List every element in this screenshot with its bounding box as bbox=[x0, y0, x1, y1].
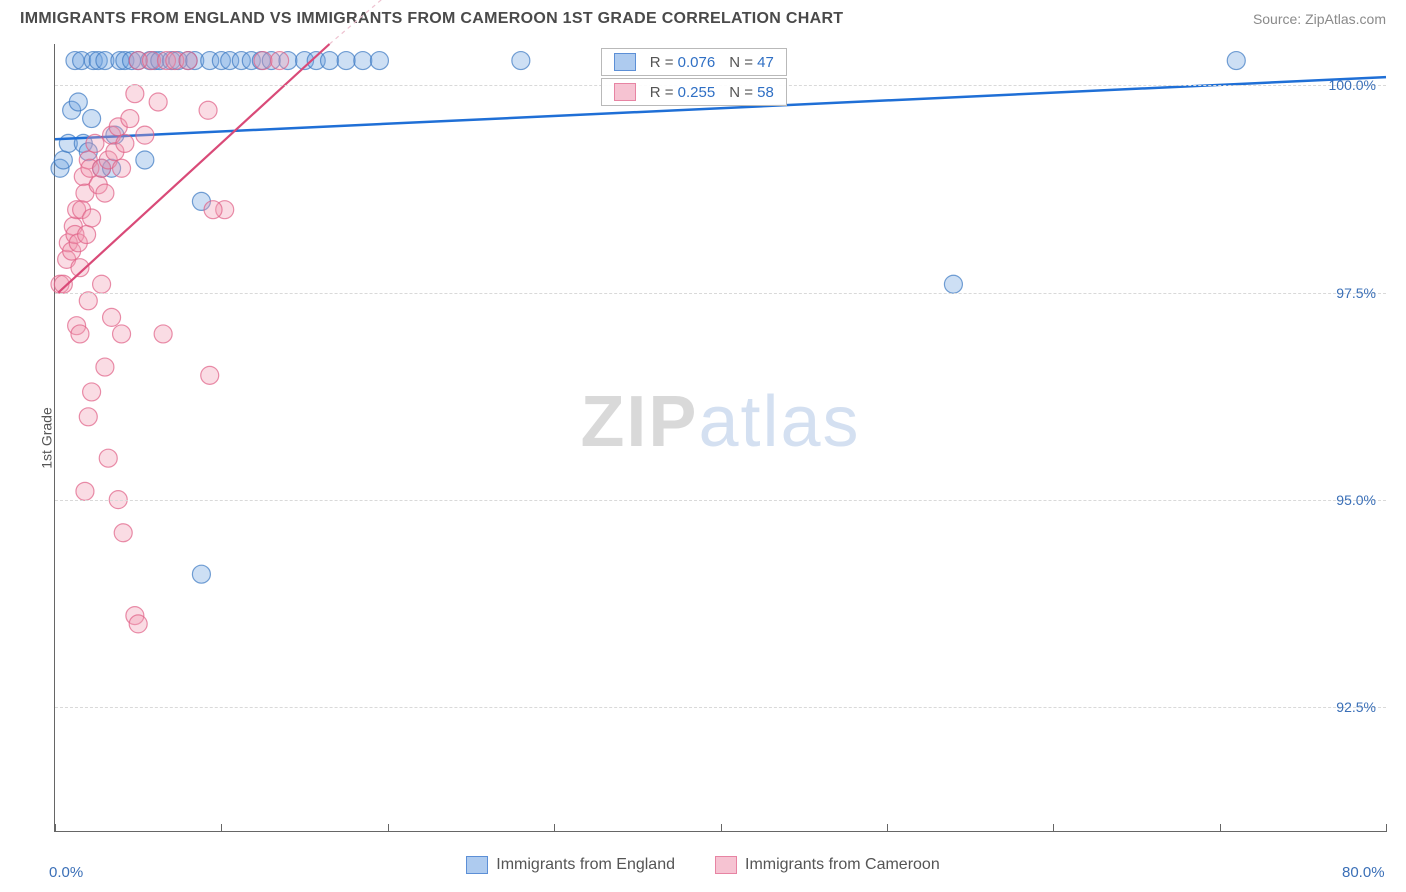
x-tick bbox=[887, 824, 888, 832]
data-point bbox=[201, 366, 219, 384]
data-point bbox=[79, 408, 97, 426]
data-point bbox=[271, 52, 289, 70]
legend-swatch bbox=[614, 53, 636, 71]
data-point bbox=[192, 565, 210, 583]
data-point bbox=[54, 275, 72, 293]
data-point bbox=[99, 449, 117, 467]
gridline-h bbox=[55, 500, 1386, 501]
data-point bbox=[83, 110, 101, 128]
x-tick bbox=[388, 824, 389, 832]
x-tick bbox=[554, 824, 555, 832]
plot-area: ZIPatlas 100.0%97.5%95.0%92.5%0.0%80.0%R… bbox=[54, 44, 1386, 832]
legend-item: Immigrants from Cameroon bbox=[715, 856, 940, 874]
legend-swatch bbox=[466, 856, 488, 874]
data-point bbox=[321, 52, 339, 70]
data-point bbox=[126, 85, 144, 103]
data-point bbox=[337, 52, 355, 70]
data-point bbox=[204, 201, 222, 219]
x-tick bbox=[221, 824, 222, 832]
y-tick-label: 92.5% bbox=[1336, 699, 1376, 715]
data-point bbox=[83, 383, 101, 401]
legend-item: Immigrants from England bbox=[466, 856, 675, 874]
legend-swatch bbox=[614, 83, 636, 101]
y-tick-label: 97.5% bbox=[1336, 285, 1376, 301]
data-point bbox=[944, 275, 962, 293]
gridline-h bbox=[55, 293, 1386, 294]
data-point bbox=[1227, 52, 1245, 70]
data-point bbox=[96, 358, 114, 376]
stat-r: R = 0.255 bbox=[650, 84, 715, 101]
data-point bbox=[149, 93, 167, 111]
source-attribution: Source: ZipAtlas.com bbox=[1253, 11, 1386, 27]
data-point bbox=[78, 226, 96, 244]
data-point bbox=[121, 110, 139, 128]
data-point bbox=[254, 52, 272, 70]
stat-n: N = 47 bbox=[729, 54, 774, 71]
data-point bbox=[354, 52, 372, 70]
stats-box: R = 0.076 N = 47 bbox=[601, 48, 787, 76]
data-point bbox=[129, 615, 147, 633]
data-point bbox=[71, 325, 89, 343]
data-point bbox=[103, 308, 121, 326]
stat-n: N = 58 bbox=[729, 84, 774, 101]
data-point bbox=[54, 151, 72, 169]
data-point bbox=[69, 93, 87, 111]
legend-label: Immigrants from England bbox=[496, 856, 675, 874]
x-tick bbox=[1386, 824, 1387, 832]
plot-svg bbox=[55, 44, 1386, 831]
data-point bbox=[512, 52, 530, 70]
stats-box: R = 0.255 N = 58 bbox=[601, 78, 787, 106]
data-point bbox=[93, 275, 111, 293]
data-point bbox=[114, 524, 132, 542]
data-point bbox=[199, 101, 217, 119]
data-point bbox=[113, 325, 131, 343]
data-point bbox=[86, 134, 104, 152]
chart-container: 1st Grade ZIPatlas 100.0%97.5%95.0%92.5%… bbox=[40, 44, 1386, 832]
x-tick bbox=[1220, 824, 1221, 832]
data-point bbox=[179, 52, 197, 70]
y-axis-label: 1st Grade bbox=[39, 407, 55, 468]
legend-swatch bbox=[715, 856, 737, 874]
x-tick bbox=[55, 824, 56, 832]
data-point bbox=[116, 134, 134, 152]
stat-r: R = 0.076 bbox=[650, 54, 715, 71]
data-point bbox=[83, 209, 101, 227]
data-point bbox=[113, 159, 131, 177]
data-point bbox=[370, 52, 388, 70]
data-point bbox=[154, 325, 172, 343]
gridline-h bbox=[55, 707, 1386, 708]
data-point bbox=[79, 292, 97, 310]
x-tick bbox=[721, 824, 722, 832]
bottom-legend: Immigrants from England Immigrants from C… bbox=[0, 856, 1406, 874]
data-point bbox=[96, 184, 114, 202]
data-point bbox=[136, 151, 154, 169]
x-tick bbox=[1053, 824, 1054, 832]
chart-title: IMMIGRANTS FROM ENGLAND VS IMMIGRANTS FR… bbox=[20, 10, 843, 28]
data-point bbox=[76, 482, 94, 500]
data-point bbox=[136, 126, 154, 144]
y-tick-label: 95.0% bbox=[1336, 492, 1376, 508]
legend-label: Immigrants from Cameroon bbox=[745, 856, 940, 874]
y-tick-label: 100.0% bbox=[1329, 77, 1376, 93]
